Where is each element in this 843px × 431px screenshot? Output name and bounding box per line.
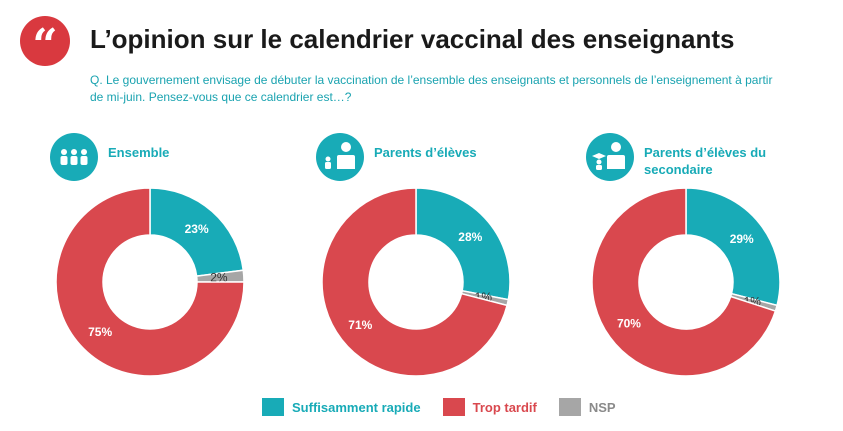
legend-swatch [442, 398, 465, 416]
data-label: 29% [730, 232, 754, 246]
legend-swatch [262, 398, 284, 416]
slice-suffisamment-rapide [415, 187, 511, 301]
data-label: 23% [185, 222, 209, 236]
legend-label: NSP [588, 399, 616, 415]
donut-chart-parents-secondaire: Parents d’élèves du secondaire 29% 1% 70% [586, 130, 843, 380]
legend-label: Suffisamment rapide [292, 399, 421, 415]
donut-svg: 23% 2% 75% [55, 187, 245, 377]
legend-label: Trop tardif [472, 399, 537, 415]
legend-item-rapide: Suffisamment rapide [262, 398, 421, 416]
chart-title: Parents d’élèves du secondaire [644, 145, 767, 177]
data-label: 2% [210, 271, 228, 285]
legend-item-nsp: NSP [558, 398, 616, 416]
header: “ L’opinion sur le calendrier vaccinal d… [8, 8, 828, 118]
legend: Suffisamment rapide Trop tardif NSP [262, 398, 616, 416]
data-label: 28% [458, 230, 482, 244]
slice-trop-tardif [55, 187, 245, 377]
slice-trop-tardif [591, 187, 777, 377]
slice-suffisamment-rapide [685, 187, 781, 307]
chart-title: Parents d’élèves [374, 145, 477, 160]
chart-title: Ensemble [108, 145, 170, 160]
slice-trop-tardif [321, 187, 508, 377]
group-people-icon [50, 133, 98, 181]
data-label: 70% [617, 316, 641, 330]
data-label: 71% [348, 318, 372, 332]
survey-question: Q. Le gouvernement envisage de débuter l… [90, 73, 773, 104]
donut-svg: 28%1%71% [321, 187, 511, 377]
parent-children-icon [316, 133, 364, 181]
donut-svg: 29%1%70% [591, 187, 781, 377]
quote-icon: “ [20, 16, 70, 71]
legend-item-tardif: Trop tardif [442, 398, 537, 416]
slice-suffisamment-rapide [149, 187, 245, 277]
legend-swatch [558, 398, 581, 416]
data-label: 75% [88, 325, 112, 339]
parent-graduate-icon [586, 133, 634, 181]
donut-chart-parents: Parents d’élèves 28% 1% 71% [316, 130, 576, 380]
donut-chart-ensemble: Ensemble 23% 2% 75% [50, 130, 310, 380]
page-title: L’opinion sur le calendrier vaccinal des… [90, 24, 735, 54]
